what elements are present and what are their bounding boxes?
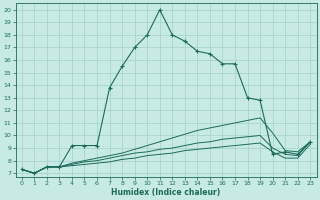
X-axis label: Humidex (Indice chaleur): Humidex (Indice chaleur)	[111, 188, 221, 197]
